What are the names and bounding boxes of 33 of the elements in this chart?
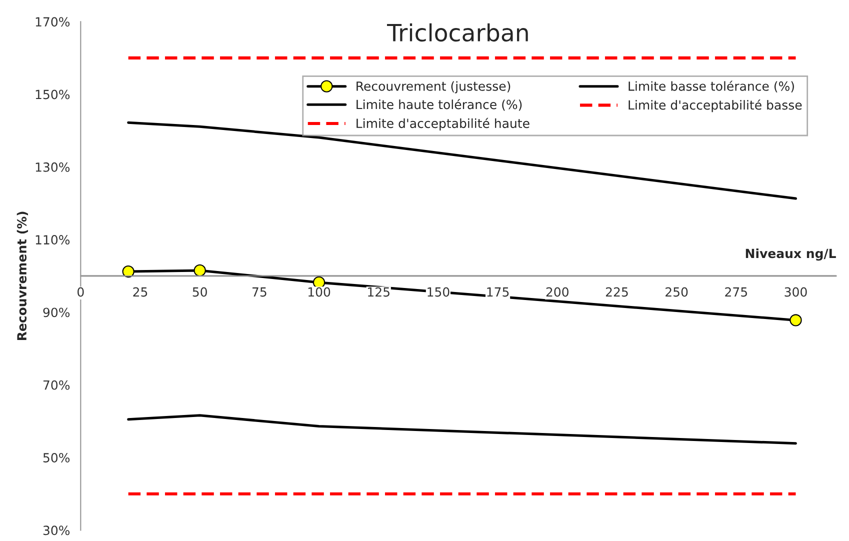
x-tick-label: 25 [133,287,148,297]
x-tick-label: 225 [606,287,628,297]
x-tick-label: 250 [666,287,688,297]
y-tick-label: 90% [43,308,70,318]
x-axis-title: Niveaux ng/L [746,248,836,261]
y-axis-title: Recouvrement (%) [16,212,28,340]
chart-title: Triclocarban [387,23,528,42]
x-tick-label: 175 [487,287,509,297]
legend-label: Recouvrement (justesse) [356,81,510,94]
legend-label: Limite haute tolérance (%) [356,99,522,111]
point [122,265,134,278]
x-tick-label: 75 [252,287,266,297]
y-tick-label: 50% [43,453,70,462]
y-tick-label: 30% [43,526,70,536]
point [790,314,802,326]
y-tick-label: 110% [36,235,70,245]
legend-label: Limite d'acceptabilité haute [356,118,530,130]
x-tick-label: 150 [428,287,450,297]
legend-label: Limite d'acceptabilité basse [628,100,802,112]
legend-label: Limite basse tolérance (%) [628,80,794,92]
y-tick-label: 130% [36,162,70,172]
y-tick-label: 70% [43,380,70,390]
point [194,264,206,277]
y-tick-label: 170% [36,17,70,27]
x-tick-label: 275 [725,287,747,297]
x-tick-label: 200 [546,287,568,297]
x-tick-label: 0 [78,287,84,297]
x-tick-label: 125 [368,287,390,297]
x-tick-label: 100 [308,287,330,297]
line-series [127,414,797,445]
x-tick-label: 300 [784,287,807,297]
y-tick-label: 150% [36,90,70,100]
x-tick-label: 50 [192,287,207,297]
